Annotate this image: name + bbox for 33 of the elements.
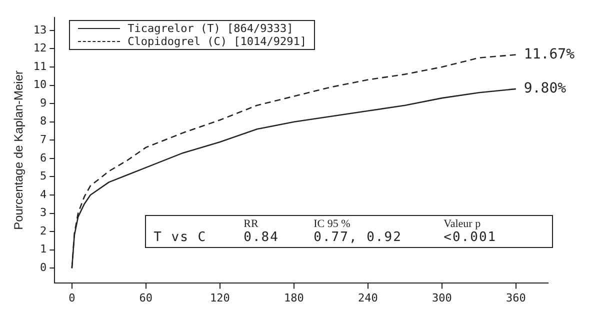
x-tick-label: 0 [68, 291, 76, 304]
x-tick-label: 60 [139, 291, 153, 304]
y-tick-label: 9 [40, 96, 47, 110]
x-tick-label: 120 [210, 291, 230, 304]
y-tick-label: 8 [40, 114, 47, 128]
y-tick-label: 6 [40, 151, 47, 164]
y-tick-label: 7 [40, 133, 47, 146]
x-tick-label: 240 [358, 291, 378, 304]
annotation: IC 95 % [314, 218, 352, 230]
annotation: T vs C [154, 230, 208, 245]
annotation: RR [244, 218, 260, 230]
y-tick-label: 10 [33, 78, 47, 92]
y-tick-label: 13 [33, 23, 47, 36]
y-tick-label: 11 [33, 60, 47, 73]
legend-label: Clopidogrel (C) [1014/9291] [128, 34, 306, 48]
y-tick-label: 4 [40, 188, 48, 201]
annotation: 0.84 [244, 230, 280, 245]
x-tick-label: 300 [432, 291, 452, 304]
y-axis-title: Pourcentage de Kaplan-Meier [12, 70, 26, 230]
x-tick-label: 360 [506, 291, 526, 304]
annotation: 9.80% [524, 80, 567, 97]
y-tick-label: 12 [33, 42, 47, 55]
annotation: 11.67% [524, 46, 576, 62]
y-tick-label: 2 [40, 224, 47, 238]
annotation: 0.77, 0.92 [314, 230, 403, 245]
legend-label: Ticagrelor (T) [864/9333] [128, 22, 294, 35]
x-tick-label: 180 [284, 291, 304, 304]
y-tick-label: 5 [40, 170, 47, 183]
y-tick-label: 0 [40, 261, 47, 274]
annotation: Valeur p [444, 218, 482, 230]
y-tick-label: 3 [40, 206, 47, 220]
annotation: <0.001 [444, 230, 498, 245]
y-tick-label: 1 [40, 242, 47, 256]
